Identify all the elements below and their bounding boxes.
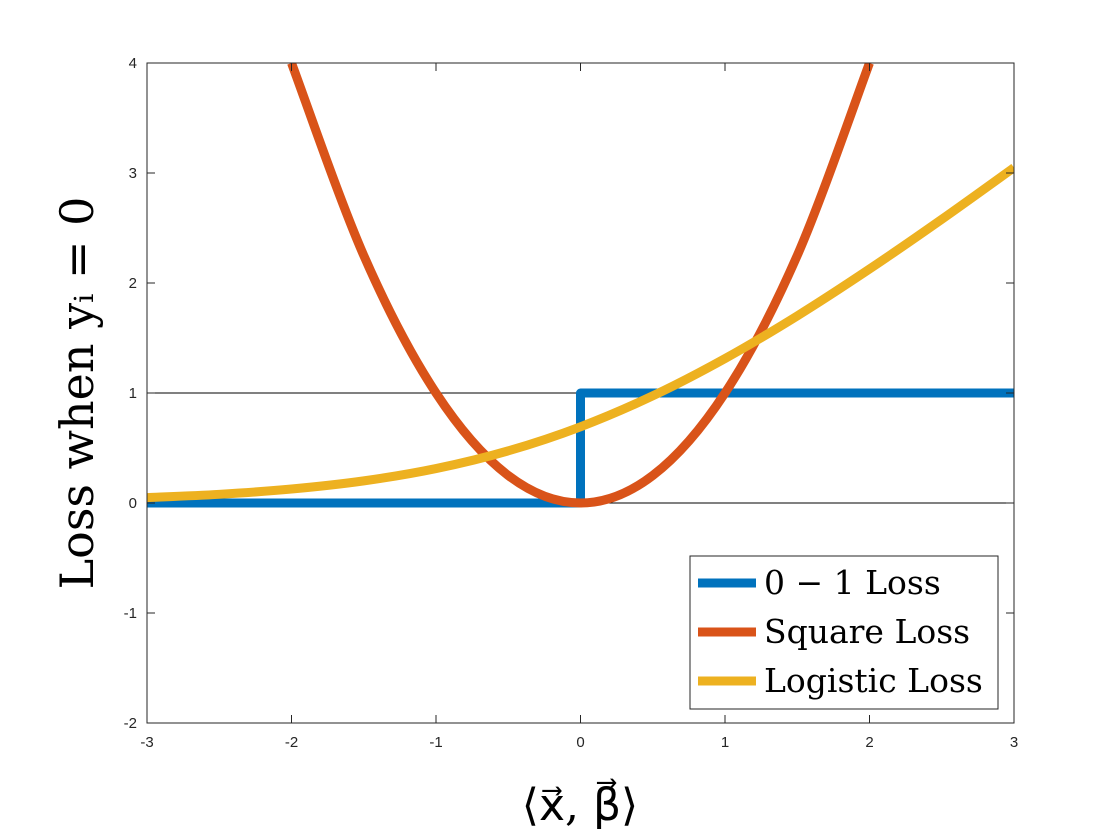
- x-tick-label: -1: [429, 734, 442, 751]
- y-tick-label: 2: [129, 275, 137, 292]
- x-axis-label: ⟨x⃗, β⃗⟩: [522, 778, 638, 831]
- y-tick-label: 4: [129, 55, 137, 72]
- x-tick-label: -3: [140, 734, 153, 751]
- y-tick-label: 0: [129, 495, 137, 512]
- square-loss-line: [287, 63, 874, 508]
- legend-entry-zero-one-loss: 0 − 1 Loss: [764, 563, 941, 602]
- y-axis-label: Loss when yᵢ = 0: [50, 197, 104, 590]
- series-layer: [147, 63, 1014, 508]
- axis-ticks: [146, 62, 1015, 724]
- x-tick-label: 3: [1010, 734, 1018, 751]
- logistic-loss-line: [147, 163, 1014, 503]
- x-tick-label: 1: [721, 734, 729, 751]
- x-tick-label: -2: [285, 734, 298, 751]
- legend-entry-logistic-loss: Logistic Loss: [764, 661, 983, 700]
- legend-entry-square-loss: Square Loss: [764, 612, 970, 651]
- x-tick-label: 2: [865, 734, 873, 751]
- zero-one-loss-line: [147, 388, 1014, 508]
- y-tick-label: -2: [124, 715, 137, 732]
- legend: 0 − 1 Loss Square Loss Logistic Loss: [689, 555, 999, 710]
- y-tick-label: 1: [129, 385, 137, 402]
- y-tick-label: 3: [129, 165, 137, 182]
- y-tick-label: -1: [124, 605, 137, 622]
- x-tick-label: 0: [576, 734, 584, 751]
